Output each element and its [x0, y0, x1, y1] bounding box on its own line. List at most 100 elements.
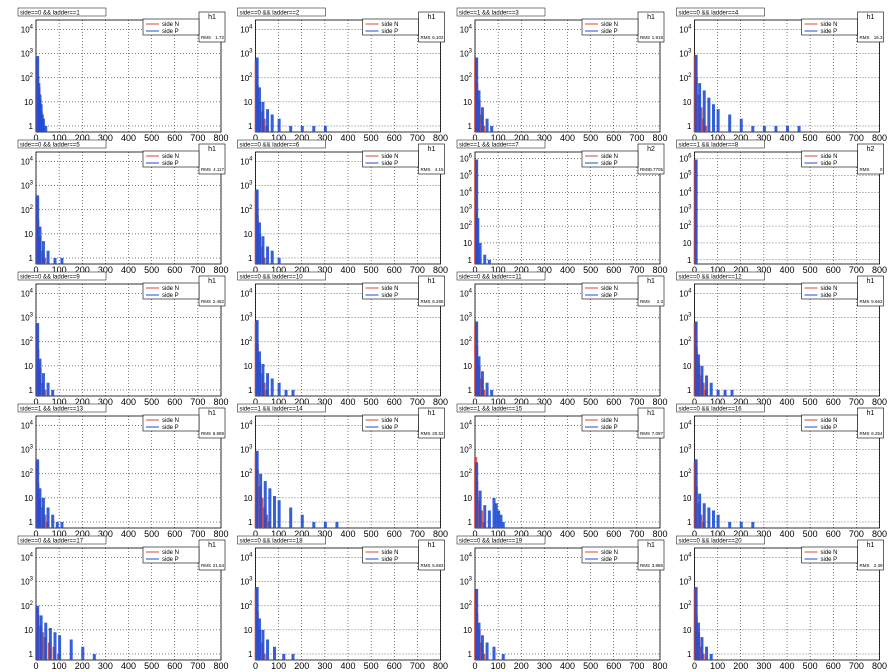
x-tick-label: 300	[98, 397, 113, 407]
x-tick-label: 100	[271, 265, 286, 275]
legend-label: side P	[601, 29, 618, 35]
histogram-bar	[694, 587, 698, 660]
y-tick-label: 1	[468, 518, 473, 527]
legend-label: side N	[382, 550, 399, 556]
hist-name: h1	[867, 278, 875, 285]
y-tick-label: 10	[683, 98, 692, 107]
y-tick-label: 104	[240, 25, 253, 35]
x-tick-label: 800	[872, 265, 887, 275]
histogram-bar	[499, 514, 503, 528]
x-tick-label: 700	[190, 265, 205, 275]
x-tick-label: 200	[75, 265, 90, 275]
rms-label: RMS	[640, 299, 650, 304]
histogram-panel: side==0 && ladder==11 0 100 200 300 400 500 600…	[456, 271, 668, 407]
x-tick-label: 500	[364, 397, 379, 407]
x-tick-label: 600	[826, 529, 841, 539]
histogram-bar	[46, 250, 50, 264]
y-tick-label: 1	[687, 122, 692, 131]
histogram-bar	[44, 622, 48, 660]
rms-value: 6.889	[213, 431, 225, 436]
rms-value: 2.39	[874, 563, 883, 568]
x-tick-label: 300	[317, 265, 332, 275]
histogram-panel: side==0 && ladder==1 0 100 200 300 400 500 600 7…	[17, 7, 229, 143]
x-tick-label: 200	[294, 529, 309, 539]
legend-label: side P	[382, 425, 399, 431]
y-tick-label: 10	[24, 230, 33, 239]
legend-label: side P	[821, 29, 838, 35]
y-tick-exponent: 3	[469, 313, 473, 319]
y-tick-exponent: 4	[30, 421, 34, 427]
histogram-bar	[485, 118, 489, 132]
x-tick-label: 0	[692, 529, 697, 539]
x-tick-label: 300	[98, 661, 113, 671]
y-tick-exponent: 4	[249, 421, 253, 427]
histogram-bar	[490, 389, 494, 396]
y-tick-label: 1	[248, 254, 253, 263]
x-tick-label: 500	[364, 133, 379, 143]
histogram-panel: side==1 && ladder==80 100 200 300 400 500 600 7…	[676, 139, 887, 275]
x-tick-label: 100	[491, 397, 506, 407]
rms-label: RMS	[860, 563, 870, 568]
rms-value: 6.254	[871, 431, 883, 436]
x-tick-label: 500	[803, 397, 818, 407]
histogram-bar	[480, 107, 484, 132]
panel-title: side==0 && ladder==16	[679, 407, 743, 413]
x-tick-label: 700	[849, 133, 864, 143]
y-tick-label: 103	[460, 445, 473, 455]
hist-name: h1	[647, 14, 655, 21]
histogram-bar	[81, 646, 85, 660]
y-tick-label: 103	[460, 49, 473, 59]
y-tick-exponent: 3	[30, 577, 34, 583]
y-tick-exponent: 2	[249, 73, 253, 79]
y-tick-label: 104	[21, 553, 34, 563]
panel-title: side==0 && ladder==6	[240, 143, 300, 149]
x-tick-label: 100	[491, 133, 506, 143]
x-tick-label: 200	[294, 661, 309, 671]
y-tick-label: 103	[460, 577, 473, 587]
hist-name: h1	[428, 542, 436, 549]
y-tick-label: 104	[679, 289, 692, 299]
y-tick-label: 103	[240, 181, 253, 191]
y-tick-label: 104	[460, 553, 473, 563]
x-tick-label: 300	[537, 265, 552, 275]
histogram-panel: side==0 && ladder==6 0 100 200 300 400 500 600 7…	[237, 139, 448, 275]
y-tick-label: 102	[21, 73, 34, 83]
y-tick-label: 10	[463, 98, 472, 107]
panel-title: side==0 && ladder==1	[20, 11, 80, 17]
y-tick-label: 103	[21, 49, 34, 59]
x-tick-label: 0	[472, 397, 477, 407]
x-tick-label: 800	[433, 661, 448, 671]
panel-title: side==1 && ladder==13	[20, 407, 84, 413]
legend-label: side N	[162, 550, 179, 556]
y-tick-exponent: 2	[469, 337, 473, 343]
y-tick-label: 1	[687, 650, 692, 659]
y-tick-label: 10	[463, 626, 472, 635]
x-tick-label: 700	[190, 133, 205, 143]
histogram-bar	[261, 363, 265, 396]
x-tick-label: 700	[629, 661, 644, 671]
x-tick-label: 300	[537, 529, 552, 539]
plot-frame	[474, 283, 661, 397]
hist-name: h1	[428, 14, 436, 21]
y-tick-label: 1	[468, 650, 473, 659]
histogram-bar	[261, 629, 265, 660]
histogram-bar	[39, 615, 43, 660]
histogram-bar	[270, 378, 274, 396]
x-tick-label: 500	[803, 661, 818, 671]
panel-title: side==0 && ladder==17	[20, 539, 84, 545]
rms-value: 5.693	[432, 563, 444, 568]
x-tick-label: 0	[472, 133, 477, 143]
y-tick-label: 102	[240, 205, 253, 215]
rms-label: RMS	[201, 35, 211, 40]
y-tick-label: 106	[679, 154, 692, 164]
histogram-bar	[51, 389, 55, 396]
histogram-bar	[728, 114, 732, 132]
x-tick-label: 600	[606, 529, 621, 539]
x-tick-label: 200	[294, 397, 309, 407]
x-tick-label: 600	[826, 265, 841, 275]
histogram-bar	[257, 618, 261, 660]
x-tick-label: 700	[849, 661, 864, 671]
x-tick-label: 700	[629, 397, 644, 407]
rms-value: 2.3	[657, 299, 664, 304]
histogram-bar	[739, 118, 743, 132]
